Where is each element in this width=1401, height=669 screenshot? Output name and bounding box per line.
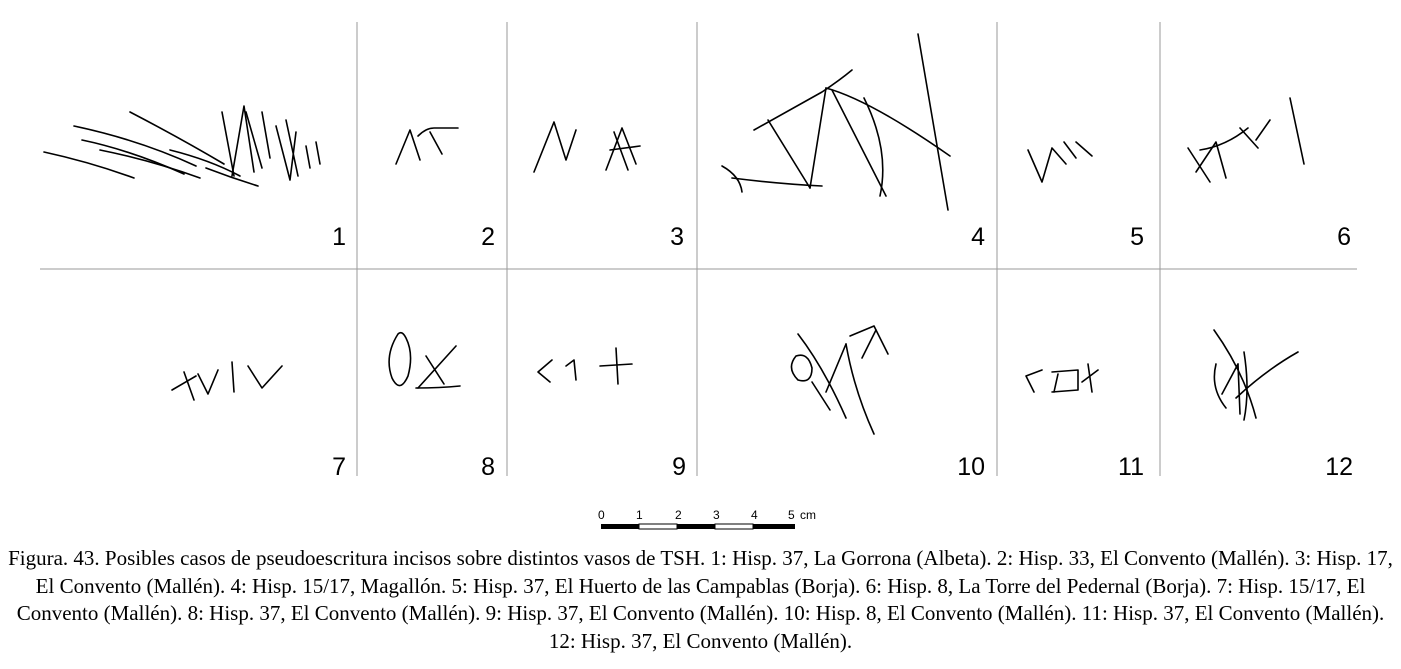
inscription-5	[1027, 141, 1093, 183]
scale-tick-1: 1	[636, 508, 643, 522]
inscription-12	[1213, 329, 1299, 421]
inscription-3	[533, 121, 641, 173]
figure-caption: Figura. 43. Posibles casos de pseudoescr…	[8, 546, 1393, 653]
panel-numbers: 1 2 3 4 5 6 7 8 9 10 11 12	[332, 223, 1353, 481]
panel-number-6: 6	[1337, 223, 1351, 251]
scale-tick-3: 3	[713, 508, 720, 522]
panel-number-8: 8	[481, 453, 495, 481]
panel-number-2: 2	[481, 223, 495, 251]
panel-number-12: 12	[1325, 453, 1353, 481]
panel-grid	[40, 22, 1357, 476]
panel-number-5: 5	[1130, 223, 1144, 251]
scale-tick-2: 2	[675, 508, 682, 522]
panel-number-4: 4	[971, 223, 985, 251]
inscription-8	[388, 331, 461, 389]
panel-number-1: 1	[332, 223, 346, 251]
panel-number-3: 3	[670, 223, 684, 251]
panel-number-7: 7	[332, 453, 346, 481]
panel-number-10: 10	[957, 453, 985, 481]
inscription-1	[43, 105, 321, 187]
inscription-4	[721, 33, 951, 211]
inscription-2	[395, 127, 459, 165]
inscription-9	[537, 347, 633, 385]
scale-tick-4: 4	[751, 508, 758, 522]
inscription-11	[1025, 363, 1099, 393]
inscription-7	[171, 361, 283, 401]
panel-number-11: 11	[1118, 453, 1144, 481]
scale-tick-0: 0	[598, 508, 605, 522]
scale-unit: cm	[800, 508, 816, 522]
scale-tick-5: 5	[788, 508, 795, 522]
panel-number-9: 9	[672, 453, 686, 481]
inscription-10	[790, 325, 889, 435]
scale-bar: 0 1 2 3 4 5 cm	[598, 508, 816, 530]
inscription-6	[1187, 97, 1305, 183]
